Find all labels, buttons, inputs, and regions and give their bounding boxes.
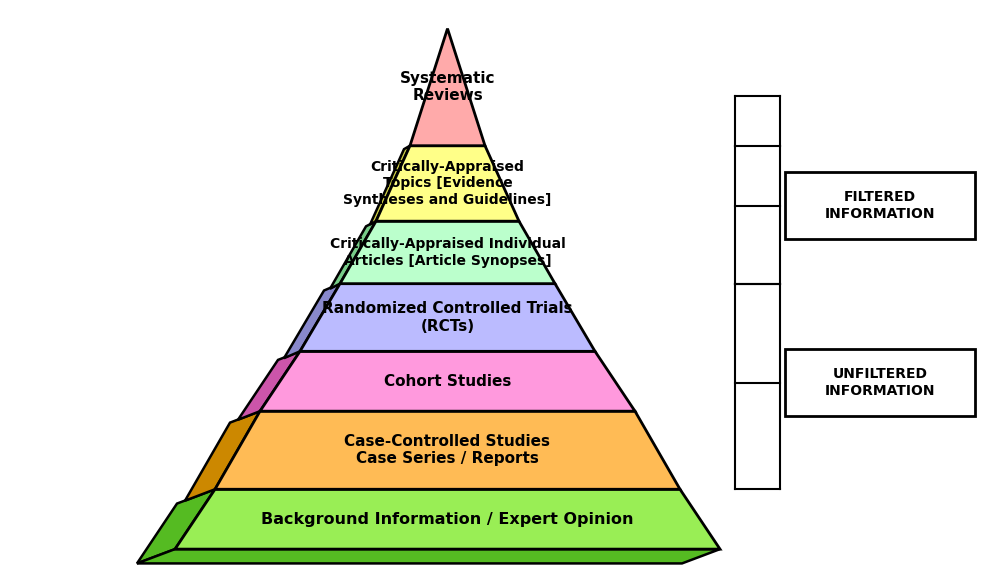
Text: Systematic
Reviews: Systematic Reviews <box>400 71 495 104</box>
Text: Critically-Appraised
Topics [Evidence
Syntheses and Guidelines]: Critically-Appraised Topics [Evidence Sy… <box>343 160 552 206</box>
Text: FILTERED
INFORMATION: FILTERED INFORMATION <box>825 190 935 221</box>
Polygon shape <box>340 221 555 284</box>
FancyBboxPatch shape <box>785 349 975 416</box>
Polygon shape <box>260 351 635 411</box>
Polygon shape <box>185 411 260 500</box>
Polygon shape <box>175 489 720 549</box>
Polygon shape <box>376 146 519 221</box>
FancyBboxPatch shape <box>785 172 975 240</box>
Text: Critically-Appraised Individual
Articles [Article Synopses]: Critically-Appraised Individual Articles… <box>330 237 565 268</box>
Text: Cohort Studies: Cohort Studies <box>384 374 511 389</box>
Polygon shape <box>370 146 410 225</box>
Text: UNFILTERED
INFORMATION: UNFILTERED INFORMATION <box>825 367 935 398</box>
Text: Case-Controlled Studies
Case Series / Reports: Case-Controlled Studies Case Series / Re… <box>344 434 550 466</box>
Polygon shape <box>300 284 595 351</box>
Text: Randomized Controlled Trials
(RCTs): Randomized Controlled Trials (RCTs) <box>322 301 573 333</box>
Polygon shape <box>137 489 215 563</box>
Polygon shape <box>137 549 720 563</box>
Polygon shape <box>215 411 680 489</box>
Polygon shape <box>330 221 376 289</box>
Polygon shape <box>238 351 300 420</box>
Polygon shape <box>410 29 485 146</box>
Text: Background Information / Expert Opinion: Background Information / Expert Opinion <box>261 512 634 527</box>
Polygon shape <box>284 284 340 358</box>
